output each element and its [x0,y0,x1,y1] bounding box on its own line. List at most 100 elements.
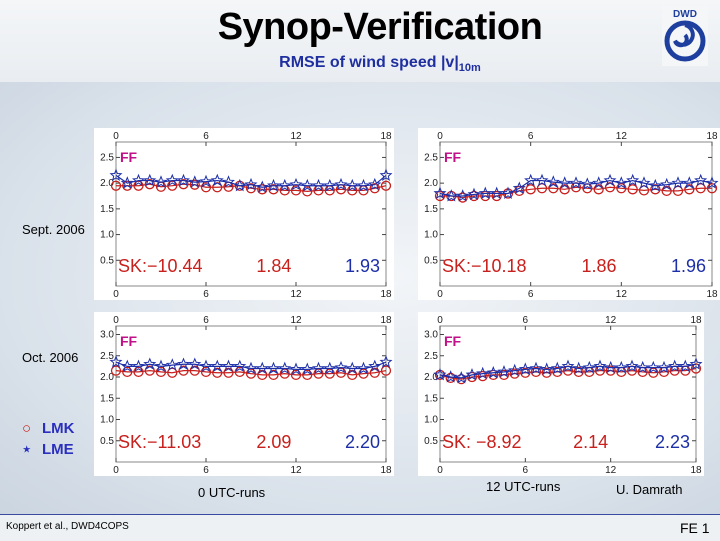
y-tick-label: 2.0 [424,178,438,189]
lme-point [177,173,190,187]
lme-point [120,359,134,372]
lmk-point [302,186,313,197]
sk-score: SK:−10.18 [442,256,527,276]
ff-tag: FF [120,149,138,165]
lme-point [512,181,526,194]
lme-point [334,360,348,374]
lme-point [625,359,639,372]
x-tick-label-bottom: 6 [523,465,529,476]
lmk-point [167,180,178,191]
y-tick-label: 0.5 [100,436,114,447]
ff-tag: FF [120,333,138,349]
lmk-point [189,179,200,190]
lme-point [678,359,692,372]
lme-point [657,360,671,374]
x-tick-label-top: 12 [616,131,628,142]
lme-point [603,173,617,187]
x-tick-label-top: 6 [203,131,209,142]
series-line-lmk [116,183,387,192]
series-line-lme [115,361,387,370]
x-tick-label-top: 12 [290,315,302,326]
star-icon: ⋆ [22,441,32,458]
lme-point [244,177,258,191]
lmk-point [548,183,559,194]
x-tick-label-top: 18 [690,315,702,326]
lme-point [648,178,662,192]
row-label-sept: Sept. 2006 [22,222,85,237]
lme-point [582,360,596,374]
slide-subtitle: RMSE of wind speed |v|10m [0,54,720,74]
x-tick-label-top: 12 [290,131,302,142]
lme-point [188,175,202,188]
subtitle-text: RMSE of wind speed |v| [279,54,459,71]
row-label-oct: Oct. 2006 [22,350,79,365]
x-tick-label-bottom: 12 [290,289,302,300]
lme-point [154,175,168,188]
chart-panel: 0 0 6 6 12 12 18 18 0.5 1.0 1.5 2.0 2.5 3.0 FF SK: −8.9… [418,312,704,476]
lme-point [244,361,258,374]
lmk-point [491,190,502,202]
lmk-point [200,366,212,378]
lme-point [154,359,168,372]
lmk-point [509,368,520,379]
x-tick-label-bottom: 0 [437,289,443,300]
lmk-point [695,183,706,194]
lmk-point [684,184,695,195]
lme-point [233,359,247,372]
lme-point [255,180,269,193]
y-tick-label: 2.5 [100,351,114,362]
x-tick-label-top: 6 [528,131,534,142]
lme-point [132,359,145,372]
lmk-point [690,363,702,374]
lme-mean-value: 2.23 [655,432,690,452]
x-tick-label-top: 18 [706,131,718,142]
ff-tag: FF [444,149,462,165]
lmk-point [257,184,268,195]
lmk-point [536,183,548,194]
lme-point [705,176,719,189]
lme-point [569,176,583,189]
lmk-point [133,180,144,191]
x-tick-label-top: 18 [380,131,392,142]
lme-point [345,178,359,192]
footer-bar: Koppert et al., DWD4COPS FE 1 [0,514,720,541]
lme-point [572,361,586,374]
x-tick-label-top: 6 [523,315,529,326]
lme-point [368,359,382,372]
sk-score: SK:−10.44 [118,256,203,276]
lme-point [109,355,123,368]
lme-point [323,361,337,374]
y-tick-label: 3.0 [424,330,438,341]
lme-point [660,177,674,191]
lme-point [210,173,224,187]
lme-point [518,362,532,375]
lmk-point [122,366,133,378]
y-tick-label: 2.0 [100,178,114,189]
x-tick-label-top: 0 [113,131,119,142]
lmk-point [133,366,144,378]
plot-background [94,128,394,300]
y-tick-label: 1.0 [424,230,438,241]
lmk-mean-value: 1.86 [581,256,616,276]
lme-point [524,173,538,187]
y-tick-label: 1.5 [100,204,114,215]
x-tick-label-bottom: 18 [380,465,392,476]
lmk-point [380,180,392,191]
lme-point [311,361,326,374]
lme-point [357,178,370,192]
lmk-point [268,184,279,195]
y-tick-label: 1.0 [424,415,438,426]
x-tick-label-bottom: 0 [437,465,443,476]
y-tick-label: 2.5 [424,351,438,362]
plot-background [418,128,720,300]
slide-title: Synop-Verification [217,6,543,48]
lmk-point [122,180,133,191]
ff-tag: FF [444,333,462,349]
lmk-point [530,366,542,378]
lmk-point [434,190,446,202]
lmk-point [488,369,499,381]
logo-text: DWD [673,9,697,20]
lme-point [368,177,382,191]
x-tick-label-bottom: 18 [380,289,392,300]
lme-point [433,186,447,200]
